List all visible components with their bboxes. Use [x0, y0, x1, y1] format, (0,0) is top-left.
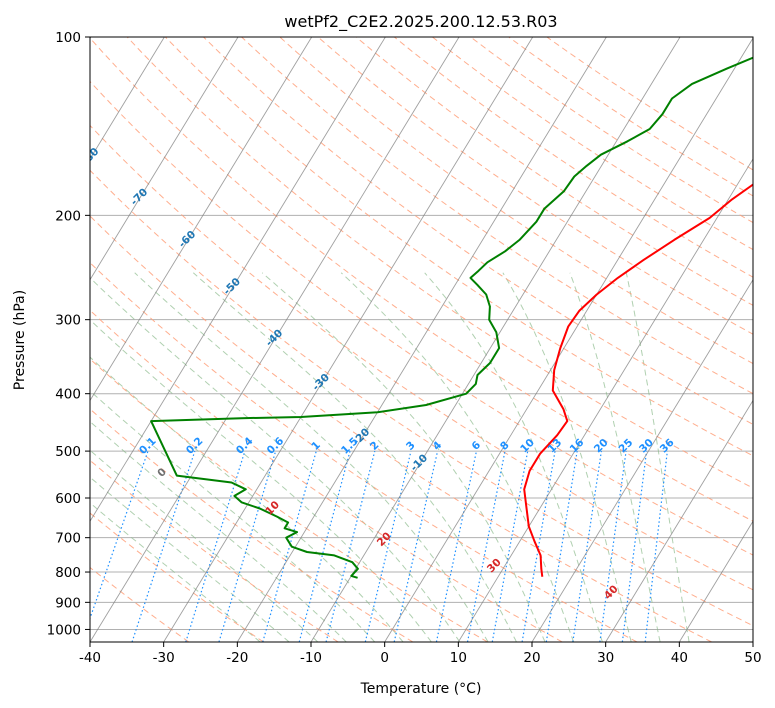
isotherm-line	[90, 37, 313, 402]
dry-adiabat-line	[203, 37, 753, 425]
dry-adiabat-line	[90, 215, 712, 642]
isotherm-line	[90, 37, 386, 523]
dry-adiabat-line	[90, 512, 264, 642]
dry-adiabat-line	[393, 37, 753, 278]
chart-title: wetPf2_C2E2.2025.200.12.53.R03	[284, 12, 557, 32]
mixing-ratio-line	[599, 451, 627, 642]
y-tick-label: 200	[55, 208, 81, 224]
mixing-ratio-line	[521, 451, 556, 642]
mixing-ratio-line	[572, 451, 602, 642]
isotherm-line	[384, 37, 753, 642]
mixing-ratio-line	[90, 450, 149, 621]
dry-adiabat-line	[90, 262, 638, 642]
x-tick-label: 50	[744, 650, 761, 666]
dry-adiabat-line	[241, 37, 753, 395]
y-tick-label: 100	[55, 30, 81, 46]
moist-adiabat-line	[502, 272, 632, 642]
isotherms	[90, 37, 753, 642]
mixing-ratio-line	[621, 451, 648, 642]
isotherm-line	[457, 158, 753, 642]
isotherm-line	[90, 37, 239, 281]
isotherm-line	[90, 37, 165, 160]
x-tick-label: -20	[226, 650, 248, 666]
x-tick-label: -30	[153, 650, 175, 666]
dry-adiabats	[90, 37, 753, 642]
moist-adiabat-line	[90, 476, 290, 642]
plot-area: -100-90-80-70-60-50-40-30-20-100.10.20.4…	[80, 37, 753, 642]
x-tick-label: -10	[300, 650, 322, 666]
mixing-ratio-line	[218, 450, 277, 642]
moist-adiabat-line	[90, 420, 347, 642]
y-tick-label: 400	[55, 387, 81, 403]
x-tick-label: -40	[79, 650, 101, 666]
x-tick-label: 30	[597, 650, 614, 666]
isotherm-line	[163, 37, 534, 642]
dry-adiabat-line	[90, 358, 488, 642]
y-tick-label: 600	[55, 491, 81, 507]
isotherm-line	[531, 278, 753, 642]
plot-frame	[89, 36, 754, 643]
temperature-profile-line	[523, 183, 753, 577]
y-tick-label: 1000	[47, 622, 81, 638]
dry-adiabat-line	[546, 37, 753, 171]
dry-adiabat-line	[90, 124, 753, 591]
y-axis-label: Pressure (hPa)	[12, 290, 28, 390]
moist-adiabat-line	[90, 390, 376, 642]
y-tick-label: 300	[55, 313, 81, 329]
mixing-ratio-lines	[90, 450, 668, 642]
x-axis-label: Temperature (°C)	[360, 681, 482, 697]
moist-adiabat-line	[192, 272, 517, 642]
mixing-ratio-line	[131, 450, 196, 642]
y-tick-label: 900	[55, 595, 81, 611]
y-tick-label: 500	[55, 444, 81, 460]
moist-adiabat-line	[90, 277, 461, 642]
dry-adiabat-line	[90, 80, 753, 556]
dry-adiabat-line	[508, 37, 753, 197]
sounding-profiles	[150, 56, 753, 579]
moist-adiabat-line	[90, 502, 261, 642]
x-tick-label: 0	[380, 650, 389, 666]
moist-adiabat-line	[569, 272, 661, 642]
moist-adiabat-line	[134, 272, 489, 642]
mixing-ratio-line	[644, 451, 668, 642]
isotherm-line	[310, 37, 681, 642]
isotherm-line	[90, 37, 460, 642]
y-tick-label: 700	[55, 531, 81, 547]
mixing-ratio-line	[262, 450, 317, 642]
dry-adiabat-line	[164, 37, 753, 457]
isotherm-line	[236, 37, 607, 642]
moist-adiabat-line	[90, 449, 319, 642]
y-tick-label: 800	[55, 565, 81, 581]
dry-adiabat-line	[470, 37, 753, 224]
moist-adiabat-line	[90, 319, 432, 642]
dry-adiabat-line	[432, 37, 753, 251]
dewpoint-profile-line	[150, 56, 753, 579]
moist-adiabat-line	[340, 272, 575, 642]
mixing-ratio-line	[466, 450, 506, 642]
moist-adiabats	[90, 272, 690, 642]
dry-adiabat-line	[279, 37, 753, 365]
mixing-ratio-line	[185, 450, 246, 642]
x-tick-label: 20	[523, 650, 540, 666]
x-tick-label: 40	[671, 650, 688, 666]
x-tick-label: 10	[450, 650, 467, 666]
isotherm-label: -80	[80, 146, 102, 168]
moist-adiabat-line	[625, 272, 690, 642]
dry-adiabat-line	[90, 309, 563, 642]
mixing-ratio-line	[298, 450, 351, 642]
mixing-ratio-line	[325, 450, 376, 642]
mixing-ratio-line	[393, 450, 439, 642]
mixing-ratio-line	[491, 450, 529, 642]
dry-adiabat-line	[90, 37, 753, 522]
y-axis-ticks: 100 200 300 400 500 600 700 800 900 1000	[47, 30, 90, 638]
x-axis-ticks: -40 -30 -20 -10 0 10 20 30 40 50	[79, 642, 762, 666]
dry-adiabat-line	[90, 408, 414, 642]
mixing-ratio-line	[364, 450, 412, 642]
isotherm-line	[678, 520, 753, 642]
isotherm-line	[605, 399, 753, 642]
mixing-ratio-line	[435, 450, 478, 642]
